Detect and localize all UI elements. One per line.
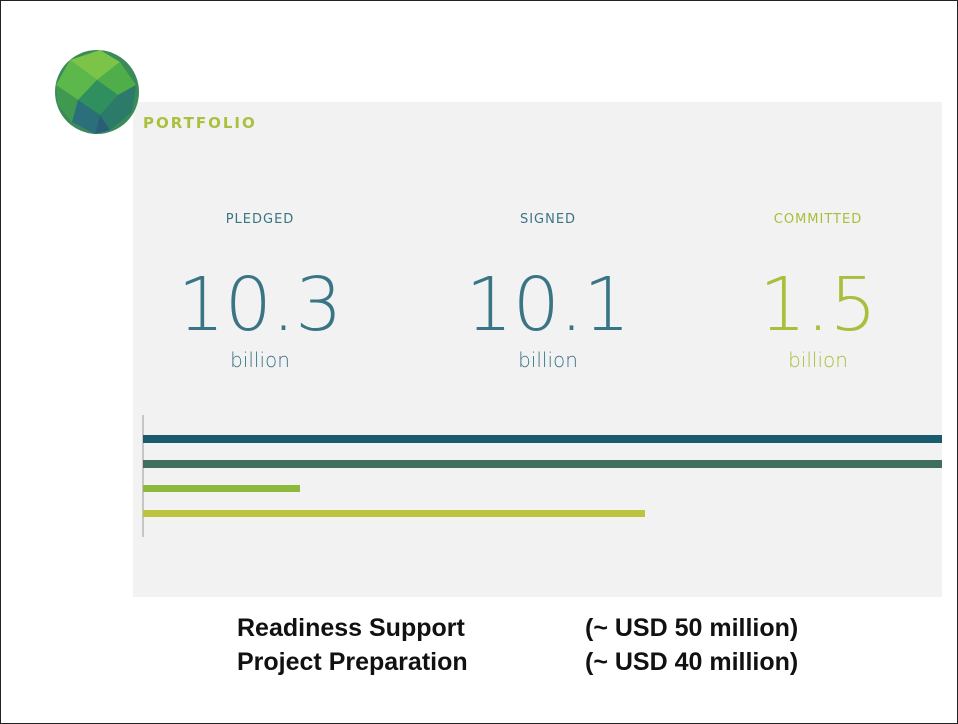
metric-label: SIGNED [519,212,577,227]
note-name: Project Preparation [237,648,468,676]
bar [143,460,942,468]
bar [143,510,645,517]
metric-label: COMMITTED [773,212,863,227]
note-amount: (~ USD 40 million) [585,648,799,676]
globe-logo [55,50,139,134]
metric-value: 1.5 [759,262,877,348]
bar [143,435,942,443]
bar [143,485,300,492]
metric-value: 10.3 [177,262,343,348]
note-amount: (~ USD 50 million) [585,614,799,642]
note-name: Readiness Support [237,614,465,642]
metric-unit: billion [230,348,290,372]
panel-title: PORTFOLIO [143,114,257,132]
metric-unit: billion [518,348,578,372]
metric-unit: billion [788,348,848,372]
metric-value: 10.1 [465,262,631,348]
metric-label: PLEDGED [225,212,295,227]
